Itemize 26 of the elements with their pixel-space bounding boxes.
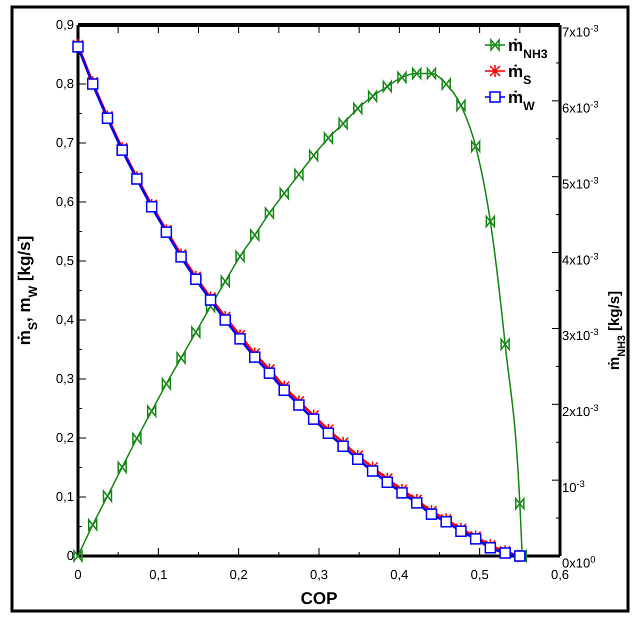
y-tick-label: 0,8 xyxy=(56,76,74,92)
y2-tick-label: 5x10$^{-3}$ xyxy=(562,175,599,192)
y-tick-label: 0,4 xyxy=(56,312,74,328)
y-tick-label: 0,2 xyxy=(56,430,74,446)
y-tick-label: 0,7 xyxy=(56,135,74,150)
y2-tick-label: 2x10$^{-3}$ xyxy=(562,402,599,419)
legend-label: ṁ$_{NH3}$ xyxy=(508,36,548,61)
x-tick-label: 0,4 xyxy=(390,567,408,582)
y2-tick-label: 7x10$^{-3}$ xyxy=(562,24,599,40)
x-tick-label: 0,3 xyxy=(310,567,328,582)
y2-tick-label: 6x10$^{-3}$ xyxy=(562,100,599,116)
y-tick-label: 0,3 xyxy=(56,371,74,386)
x-tick-label: 0,2 xyxy=(230,567,248,582)
y2-tick-label: 3x10$^{-3}$ xyxy=(562,327,599,344)
y-tick-label: 0,1 xyxy=(56,489,74,504)
x-tick-label: 0,1 xyxy=(149,567,168,582)
legend-label: ṁ$_{S}$ xyxy=(508,62,532,87)
y2-tick-label: 4x10$^{-3}$ xyxy=(562,251,599,268)
legend-label: ṁ$_{W}$ xyxy=(508,88,536,113)
y-tick-label: 0,5 xyxy=(56,253,74,268)
y2-tick-label: 10$^{-3}$ xyxy=(562,478,585,495)
y-tick-label: 0,6 xyxy=(56,194,74,210)
y-tick-label: 0 xyxy=(66,548,74,564)
x-tick-label: 0,5 xyxy=(470,567,489,582)
x-axis-title: COP xyxy=(300,589,338,608)
y-tick-label: 0,9 xyxy=(56,17,74,32)
